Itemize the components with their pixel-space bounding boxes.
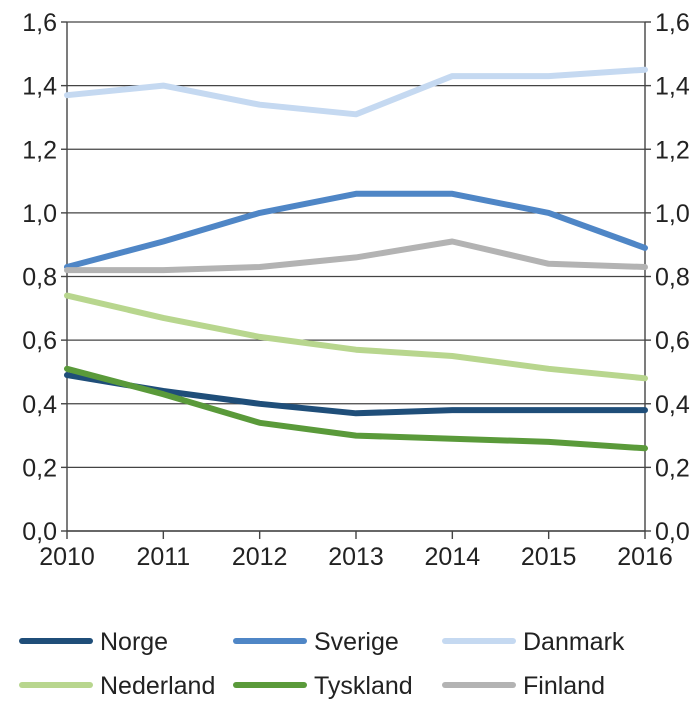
- legend-item-tyskland: Tyskland: [233, 672, 413, 700]
- y-tick-label-right-6: 1,2: [655, 136, 690, 164]
- y-tick-label-left-0: 0,0: [22, 518, 57, 546]
- x-tick-label-2012: 2012: [232, 543, 288, 571]
- x-tick-label-2011: 2011: [136, 543, 190, 571]
- y-tick-label-left-7: 1,4: [22, 73, 57, 101]
- y-tick-label-left-6: 1,2: [22, 136, 57, 164]
- y-tick-label-right-7: 1,4: [655, 73, 690, 101]
- y-tick-label-left-4: 0,8: [22, 264, 57, 292]
- y-tick-label-right-3: 0,6: [655, 327, 690, 355]
- x-tick-label-2013: 2013: [328, 543, 384, 571]
- y-tick-label-right-0: 0,0: [655, 518, 690, 546]
- legend-item-finland: Finland: [442, 672, 605, 700]
- legend-item-norge: Norge: [19, 628, 168, 656]
- legend-label-nederland: Nederland: [100, 672, 215, 700]
- series-lines: [64, 66, 648, 452]
- y-tick-label-left-8: 1,6: [22, 9, 57, 37]
- gridlines: [67, 21, 645, 532]
- series-line-tyskland: [64, 365, 648, 452]
- x-tick-label-2014: 2014: [425, 543, 481, 571]
- x-tick-label-2010: 2010: [39, 543, 95, 571]
- legend-label-finland: Finland: [523, 672, 605, 700]
- legend-item-nederland: Nederland: [19, 672, 215, 700]
- legend-label-sverige: Sverige: [314, 628, 399, 656]
- y-tick-label-right-2: 0,4: [655, 391, 690, 419]
- tick-labels: 0,0 0,0 0,2 0,2 0,4 0,4 0,6 0,6 0,8 0,8 1,0 1,0 1,2 1…: [22, 9, 690, 571]
- legend-item-sverige: Sverige: [233, 628, 399, 656]
- legend-label-danmark: Danmark: [523, 628, 625, 656]
- y-tick-label-left-5: 1,0: [22, 200, 57, 228]
- series-line-norge: [64, 372, 648, 417]
- x-tick-label-2015: 2015: [521, 543, 577, 571]
- series-line-danmark: [64, 66, 648, 118]
- axes: [61, 21, 651, 539]
- legend-label-norge: Norge: [100, 628, 168, 656]
- legend: Norge Sverige Danmark Nederland Tyskland Finl…: [19, 628, 625, 700]
- series-line-sverige: [64, 190, 648, 270]
- y-tick-label-right-4: 0,8: [655, 264, 690, 292]
- series-line-finland: [64, 238, 648, 274]
- y-tick-label-right-1: 0,2: [655, 454, 690, 482]
- legend-label-tyskland: Tyskland: [314, 672, 413, 700]
- legend-item-danmark: Danmark: [442, 628, 625, 656]
- y-tick-label-right-5: 1,0: [655, 200, 690, 228]
- y-tick-label-left-2: 0,4: [22, 391, 57, 419]
- series-line-nederland: [64, 292, 648, 382]
- y-tick-label-left-3: 0,6: [22, 327, 57, 355]
- y-tick-label-right-8: 1,6: [655, 9, 690, 37]
- x-tick-label-2016: 2016: [617, 543, 673, 571]
- y-tick-label-left-1: 0,2: [22, 454, 57, 482]
